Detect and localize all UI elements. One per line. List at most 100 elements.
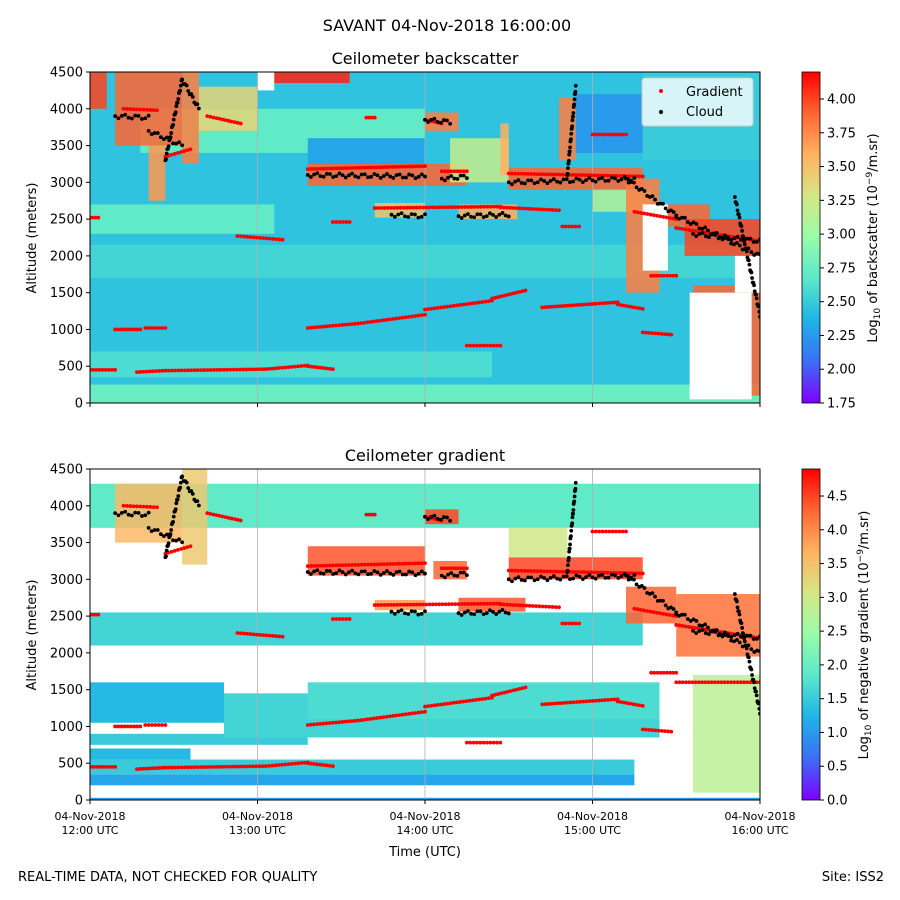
cloud-marker	[510, 182, 514, 187]
gradient-marker	[147, 766, 152, 771]
gradient-marker	[563, 621, 568, 626]
gradient-marker	[163, 368, 168, 373]
cloud-marker	[746, 655, 751, 660]
gradient-marker	[211, 115, 216, 120]
cloud-marker	[392, 214, 397, 219]
gradient-marker	[551, 172, 556, 177]
background-layer	[90, 759, 635, 775]
gradient-marker	[144, 369, 149, 374]
cloud-marker	[146, 510, 151, 515]
gradient-marker	[532, 569, 537, 573]
gradient-marker	[318, 365, 323, 370]
gradient-marker	[356, 321, 360, 326]
cloud-marker	[305, 570, 310, 574]
gradient-marker	[481, 740, 486, 745]
cloud-marker	[409, 212, 414, 217]
gradient-marker	[340, 720, 345, 724]
cloud-marker	[691, 220, 696, 225]
cloud-marker	[500, 211, 505, 215]
gradient-marker	[356, 718, 360, 723]
gradient-marker	[648, 609, 653, 614]
cloud-marker	[700, 231, 705, 235]
gradient-marker	[276, 366, 281, 370]
gradient-marker	[400, 315, 405, 320]
gradient-marker	[254, 235, 259, 240]
cloud-marker	[378, 175, 383, 180]
cloud-marker	[700, 226, 705, 231]
gradient-marker	[478, 343, 483, 348]
gradient-marker	[330, 617, 335, 621]
colorbar-label-prefix: Log	[866, 319, 881, 342]
gradient-marker	[150, 369, 155, 374]
gradient-marker	[531, 604, 535, 608]
cloud-marker	[565, 171, 570, 176]
cloud-marker	[366, 175, 370, 180]
gradient-marker	[315, 365, 320, 370]
gradient-marker	[446, 169, 450, 174]
gradient-marker	[474, 300, 478, 305]
gradient-marker	[305, 364, 310, 369]
colorbar-tick-label: 2.0	[827, 658, 848, 673]
gradient-marker	[534, 604, 539, 609]
cloud-marker	[143, 513, 148, 518]
gradient-marker	[378, 318, 383, 323]
gradient-marker	[146, 723, 151, 727]
cloud-marker	[167, 138, 172, 143]
cloud-marker	[735, 234, 740, 239]
cloud-marker	[570, 118, 575, 123]
cloud-marker	[568, 180, 572, 184]
cloud-marker	[742, 636, 746, 641]
gradient-marker	[596, 301, 601, 306]
gradient-marker	[667, 613, 672, 617]
cloud-marker	[452, 176, 457, 181]
gradient-marker	[631, 305, 636, 310]
gradient-marker	[179, 368, 184, 373]
gradient-marker	[416, 313, 421, 318]
gradient-marker	[182, 546, 187, 550]
gradient-marker	[341, 617, 345, 621]
figure-title: SAVANT 04-Nov-2018 16:00:00	[323, 16, 571, 35]
gradient-marker	[455, 303, 459, 308]
gradient-marker	[405, 205, 409, 210]
gradient-marker	[225, 764, 229, 769]
cloud-marker	[472, 612, 477, 617]
gradient-marker	[199, 765, 203, 770]
gradient-marker	[423, 561, 427, 566]
cloud-marker	[639, 186, 644, 191]
colorbar-label: Log10 of backscatter (10−9/m.sr)	[865, 133, 883, 342]
high-signal-band	[265, 72, 350, 84]
gradient-marker	[331, 166, 336, 171]
cloud-marker	[178, 480, 183, 485]
gradient-marker	[482, 204, 487, 209]
gradient-marker	[592, 173, 597, 178]
gradient-marker	[417, 205, 422, 210]
gradient-marker	[605, 173, 610, 178]
gradient-marker	[128, 327, 133, 332]
cloud-marker	[568, 577, 572, 581]
cloud-marker	[481, 612, 486, 617]
cloud-marker	[403, 611, 407, 616]
gradient-marker	[131, 504, 136, 509]
cloud-marker	[350, 568, 355, 573]
gradient-marker	[419, 164, 424, 169]
cloud-marker	[558, 577, 563, 582]
gradient-marker	[600, 132, 605, 137]
cloud-marker	[438, 517, 443, 522]
cloud-marker	[632, 573, 637, 577]
gradient-marker	[370, 115, 374, 120]
gradient-marker	[609, 300, 614, 305]
gradient-marker	[125, 724, 130, 729]
gradient-marker	[151, 108, 156, 113]
gradient-marker	[541, 569, 546, 574]
cloud-marker	[587, 176, 592, 180]
cloud-marker	[573, 83, 578, 88]
gradient-marker	[590, 529, 595, 534]
gradient-marker	[352, 321, 357, 326]
gradient-marker	[605, 570, 610, 575]
cloud-marker	[391, 176, 396, 180]
cloud-marker	[732, 195, 737, 199]
cloud-marker	[166, 541, 171, 546]
gradient-marker	[138, 767, 142, 771]
gradient-marker	[163, 326, 168, 330]
